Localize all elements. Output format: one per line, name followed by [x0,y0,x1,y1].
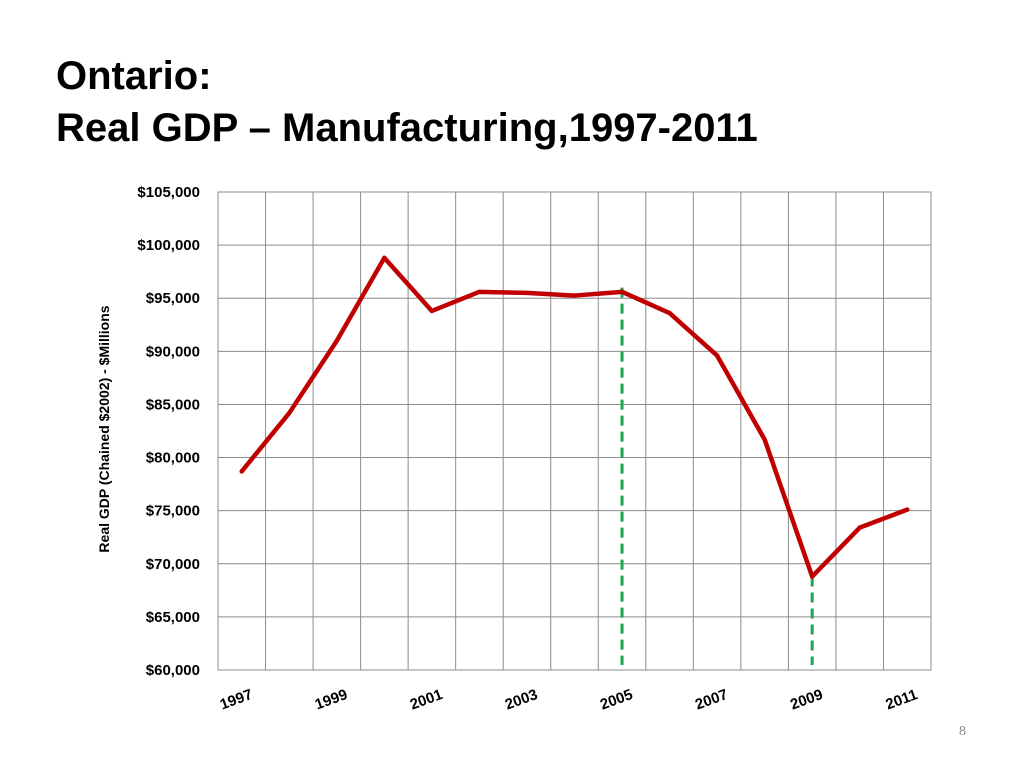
x-tick-label: 1997 [218,686,255,713]
chart-series [239,255,910,579]
y-tick-label: $100,000 [137,237,200,254]
series-line [239,255,910,579]
slide-title: Ontario: Real GDP – Manufacturing,1997-2… [56,50,758,154]
x-tick-label: 2011 [883,686,919,713]
data-point [524,290,530,296]
x-tick-label: 2005 [598,686,635,713]
data-point [619,289,625,295]
data-point [572,293,577,298]
chart-grid [218,192,931,670]
y-tick-label: $60,000 [146,662,200,679]
data-point [905,507,910,512]
y-tick-label: $70,000 [146,556,200,573]
title-line-1: Ontario: [56,54,212,98]
x-tick-label: 2007 [693,686,730,713]
plot-frame [217,191,932,671]
data-point [762,437,767,442]
x-tick-label: 2001 [408,686,445,713]
data-point [714,353,720,358]
data-point [809,574,815,579]
chart-annotations [620,287,814,665]
page-number: 8 [959,724,966,739]
x-tick-label: 1999 [313,686,350,713]
x-axis-ticks: 1997 1999 2001 2003 2005 2007 2009 2011 [218,686,920,713]
x-tick-label: 2009 [788,686,825,713]
y-tick-label: $95,000 [146,290,200,307]
data-point [477,289,482,295]
data-point [382,255,387,261]
data-point [239,469,244,474]
y-axis-label: Real GDP (Chained $2002) - $Millions [96,305,112,552]
y-tick-label: $105,000 [137,184,200,201]
y-tick-label: $65,000 [146,609,200,626]
data-point [667,310,672,316]
y-tick-label: $80,000 [146,450,200,467]
y-tick-label: $85,000 [146,396,200,413]
y-axis-ticks: $60,000 $65,000 $70,000 $75,000 $80,000 $85,0… [137,184,200,679]
title-line-2: Real GDP – Manufacturing,1997-2011 [56,106,758,150]
data-point [429,308,435,314]
x-tick-label: 2003 [503,686,540,713]
y-tick-label: $75,000 [146,503,200,520]
y-tick-label: $90,000 [146,343,200,360]
data-point [287,410,292,416]
data-point [334,338,340,343]
data-point [857,525,862,530]
